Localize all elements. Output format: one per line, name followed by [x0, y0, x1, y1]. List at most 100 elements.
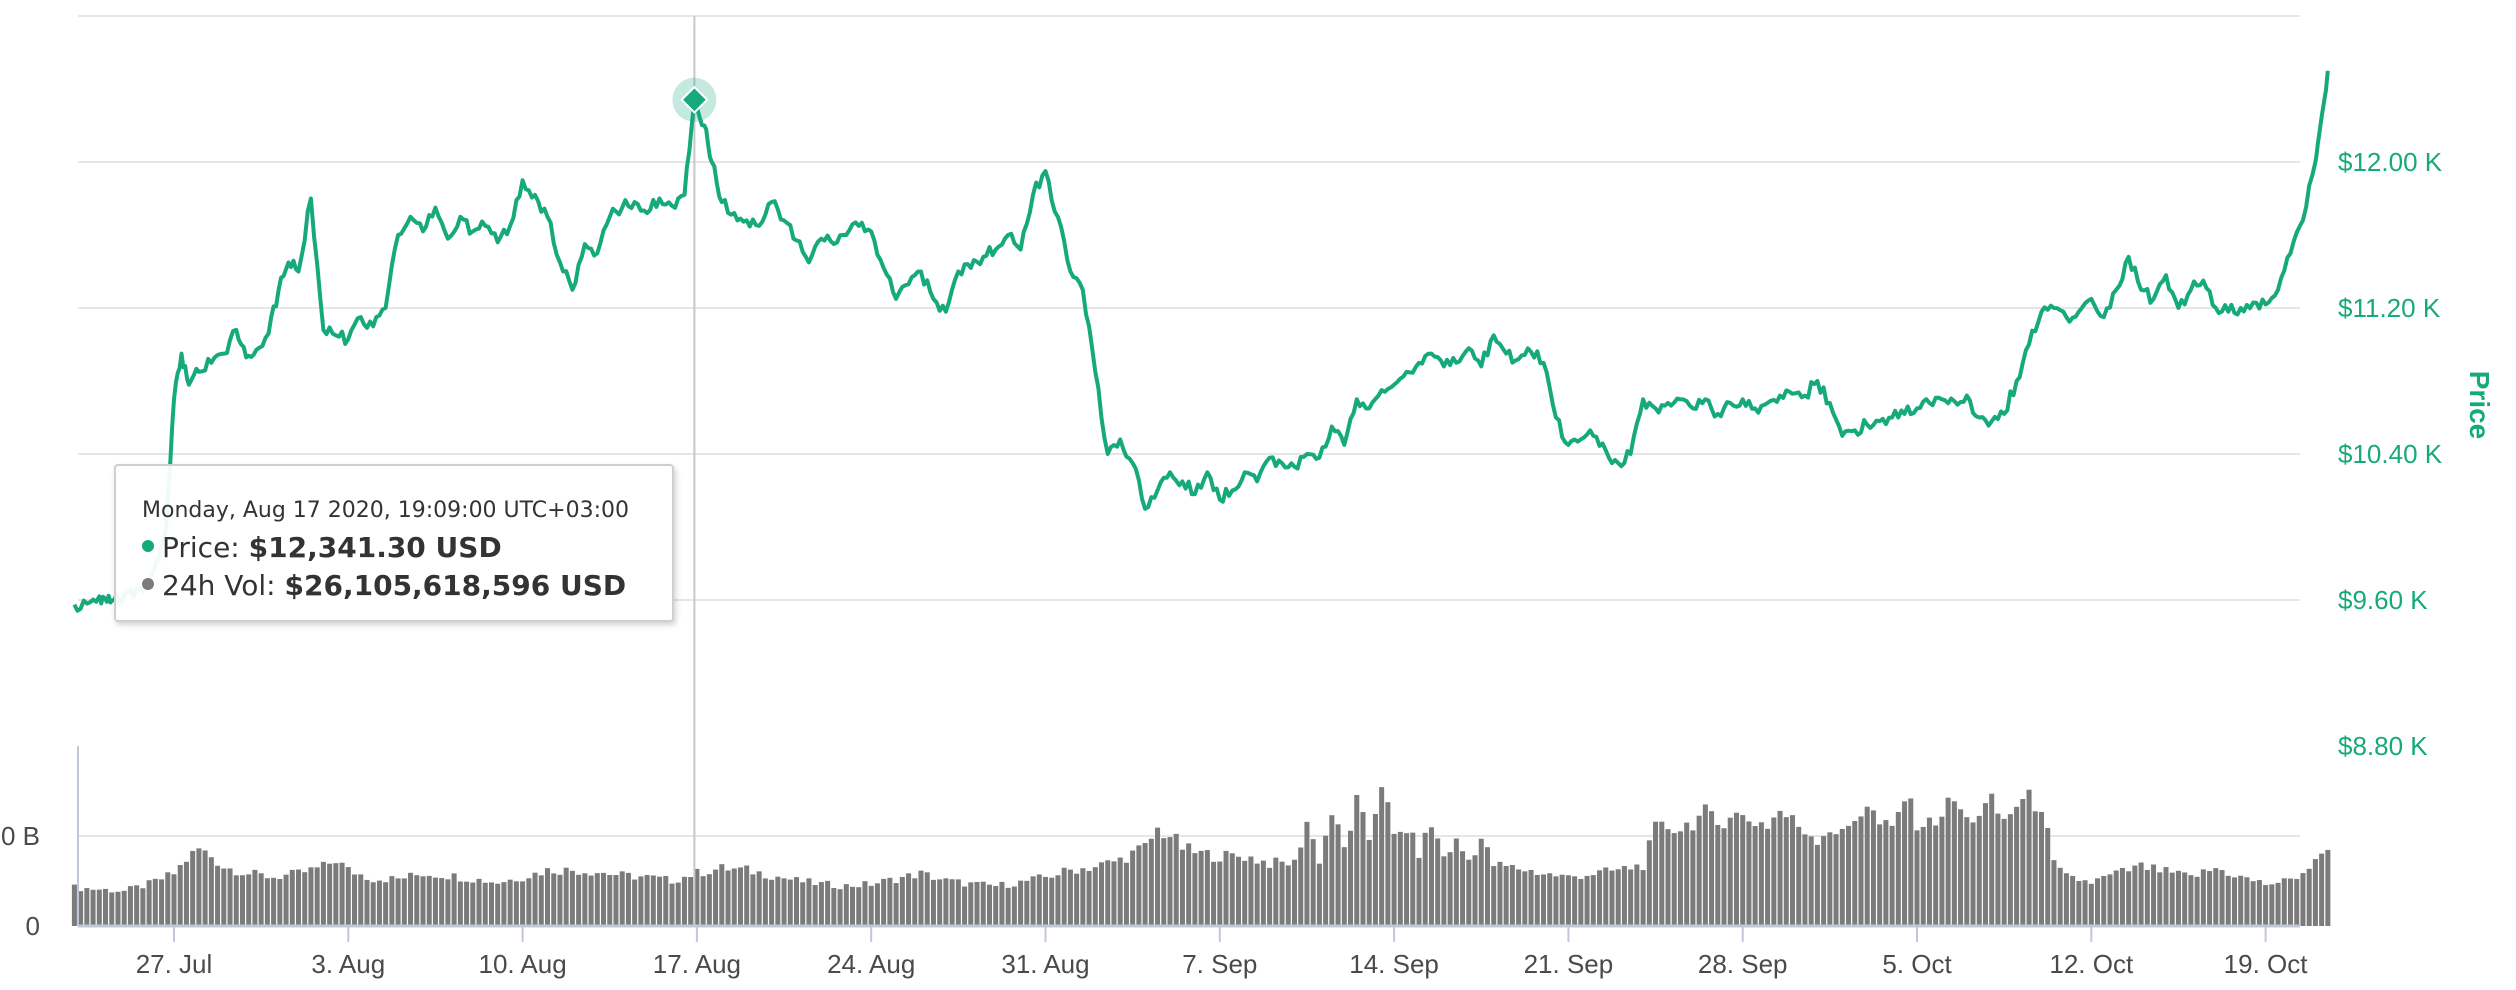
price-line [72, 70, 2330, 613]
volume-bar [1653, 821, 1659, 926]
volume-bar [1982, 803, 1988, 926]
volume-bar [1229, 853, 1235, 926]
volume-bar [2194, 876, 2200, 926]
volume-bar [165, 872, 171, 926]
volume-bar [140, 888, 146, 926]
volume-bar [488, 882, 494, 926]
volume-bar [408, 872, 414, 926]
volume-bar [320, 861, 326, 926]
volume-bar [364, 879, 370, 926]
volume-bar [1167, 837, 1173, 926]
volume-bar [1030, 876, 1036, 926]
volume-bar [115, 891, 121, 926]
volume-bar [1092, 867, 1098, 926]
volume-bar [295, 869, 302, 926]
volume-bar [2213, 868, 2219, 926]
volume-bar [2026, 789, 2032, 926]
volume-bar [1864, 806, 1870, 926]
volume-bar [134, 885, 140, 926]
volume-bar [999, 881, 1005, 926]
volume-bar [2300, 873, 2306, 926]
volume-bar [2169, 872, 2175, 926]
volume-bar [1267, 867, 1273, 926]
volume-bar [177, 865, 183, 926]
volume-bar [1926, 817, 1932, 926]
volume-bar [744, 865, 750, 926]
volume-bar [619, 871, 625, 926]
volume-bar [1528, 869, 1534, 926]
volume-bar [850, 886, 856, 926]
volume-bar [912, 878, 918, 926]
volume-bar [1435, 838, 1441, 926]
volume-bar [2144, 869, 2150, 926]
volume-bar [725, 870, 731, 926]
volume-bar [96, 889, 102, 926]
volume-bar [1883, 820, 1889, 926]
volume-bar [1509, 864, 1515, 926]
volume-bar [1173, 833, 1179, 926]
volume-bar [1503, 865, 1509, 926]
volume-bar [1814, 844, 1820, 926]
volume-bar [1765, 828, 1771, 926]
volume-bar [874, 883, 880, 926]
volume-bar [793, 877, 800, 926]
volume-bar [538, 875, 544, 926]
volume-bar [887, 877, 893, 926]
price-tick-label: $8.80 K [2338, 731, 2428, 761]
volume-bar [2157, 872, 2163, 926]
volume-bar [2063, 873, 2069, 926]
volume-bar [775, 876, 781, 926]
x-tick-label: 12. Oct [2049, 949, 2134, 979]
volume-bar [1540, 874, 1547, 926]
tooltip-price-value: $12,341.30 USD [248, 531, 502, 564]
volume-tick-label: 0 [26, 911, 40, 941]
volume-bar [557, 874, 563, 926]
volume-bar [1895, 812, 1901, 926]
volume-bar [1348, 830, 1354, 926]
volume-bar [1018, 880, 1024, 926]
volume-bar [84, 888, 90, 926]
volume-bar [507, 879, 513, 926]
volume-bar [551, 873, 557, 926]
tooltip-volume-value: $26,105,618,596 USD [284, 569, 627, 602]
x-tick-label: 24. Aug [827, 949, 915, 979]
volume-bar [993, 885, 999, 926]
volume-bar [2113, 870, 2119, 926]
volume-bar [2007, 814, 2013, 926]
volume-bar [121, 890, 127, 926]
volume-bar [1877, 824, 1883, 926]
volume-bar [146, 880, 152, 926]
volume-bar [1696, 815, 1702, 926]
volume-bar [1242, 860, 1248, 926]
volume-bar [1597, 870, 1603, 926]
volume-bar [2020, 799, 2026, 926]
volume-bar [1466, 859, 1472, 926]
volume-bar [283, 874, 289, 926]
volume-bar [1217, 861, 1223, 926]
volume-bar [1758, 822, 1764, 926]
x-tick-label: 31. Aug [1001, 949, 1089, 979]
volume-bar [924, 872, 930, 926]
volume-bar [389, 876, 395, 926]
volume-bar [2263, 885, 2269, 926]
volume-bar [594, 873, 600, 926]
price-dot-icon [142, 540, 154, 552]
volume-bar [1640, 870, 1646, 926]
volume-bar [2014, 806, 2020, 926]
volume-bar [1771, 817, 1777, 926]
volume-bar [607, 875, 613, 926]
volume-bar [1049, 877, 1055, 926]
volume-bar [246, 874, 252, 926]
volume-bar [1372, 813, 1378, 926]
x-tick-label: 7. Sep [1182, 949, 1257, 979]
volume-bar [1976, 815, 1982, 926]
volume-bar [1671, 833, 1677, 926]
volume-bar [588, 875, 594, 926]
volume-bar [370, 882, 376, 926]
volume-bar [1902, 801, 1908, 926]
volume-bar [787, 879, 793, 926]
volume-bar [171, 874, 177, 926]
volume-bar [1553, 876, 1559, 926]
